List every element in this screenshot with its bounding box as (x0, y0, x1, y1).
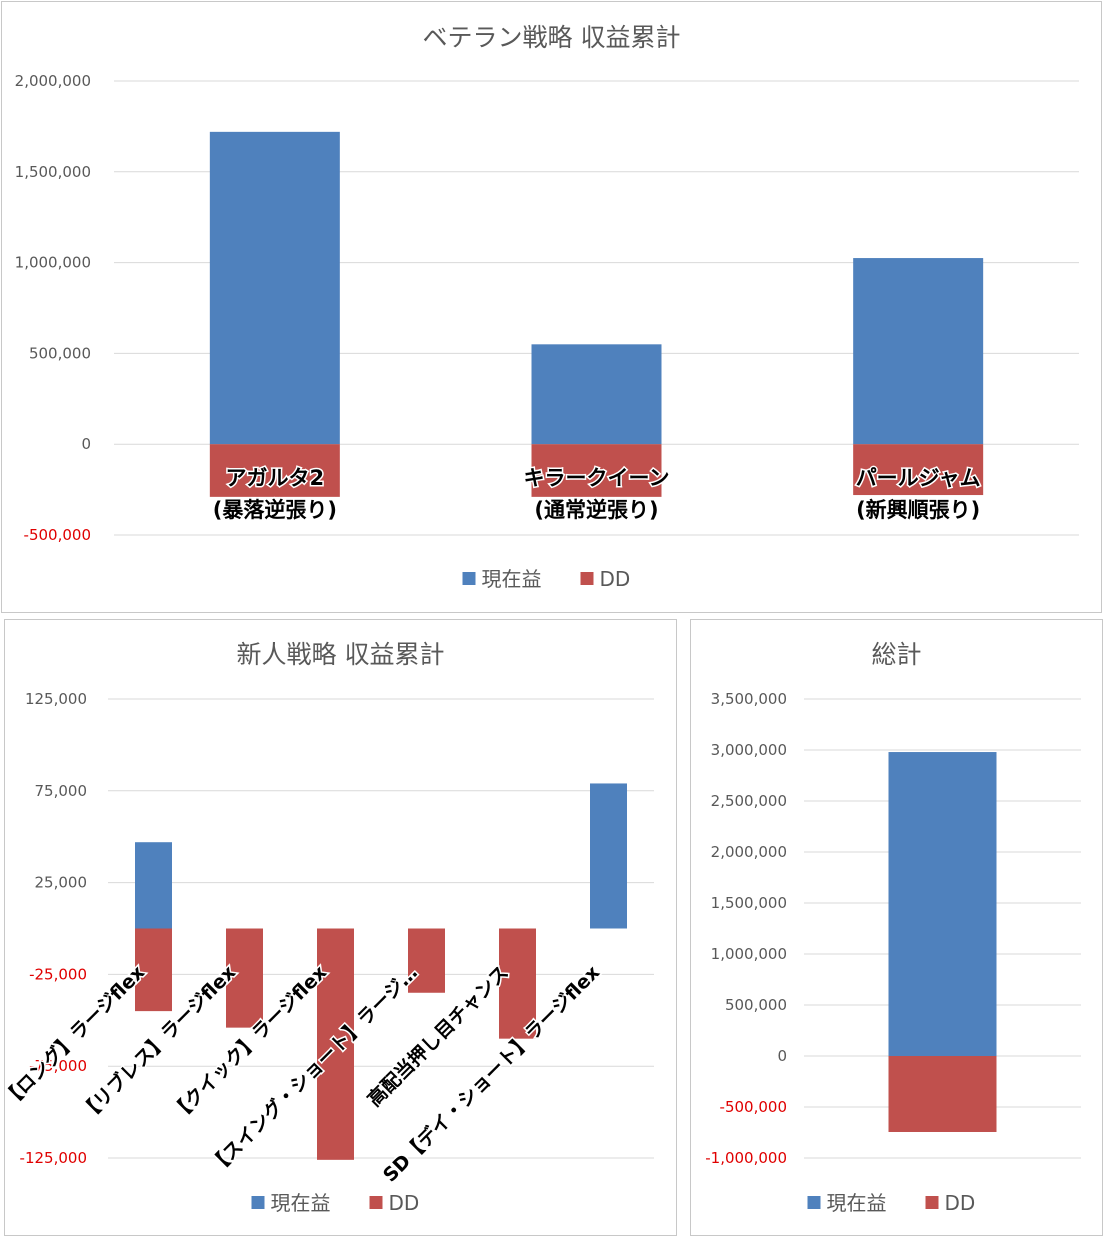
chart-title: 新人戦略 収益累計 (237, 640, 445, 669)
legend-label: DD (389, 1191, 420, 1215)
veteran-chart: ベテラン戦略 収益累計 -500,000 0 500,000 1,000,000 1,50… (15, 23, 1079, 591)
bar-profit (209, 131, 340, 445)
legend-label: DD (945, 1191, 976, 1215)
total-chart-panel: 総計 -1,000,000 -500,000 0 500,000 1,000,000 1,5… (690, 619, 1103, 1236)
chart-title: 総計 (871, 640, 921, 669)
y-tick-label: 3,000,000 (711, 741, 787, 759)
bar-dd (531, 444, 662, 497)
bar-profit (888, 752, 997, 1056)
bar-dd (499, 928, 536, 1039)
y-tick-label: 3,500,000 (711, 690, 787, 708)
category-label: アガルタ2 (226, 466, 325, 490)
bar-dd (317, 928, 354, 1160)
bar-dd (853, 444, 984, 496)
total-chart: 総計 -1,000,000 -500,000 0 500,000 1,000,000 1,5… (705, 640, 1081, 1215)
bar-dd (135, 928, 172, 1012)
y-tick-label: 2,000,000 (711, 843, 787, 861)
y-tick-label: 1,000,000 (711, 945, 787, 963)
bar-profit (590, 783, 627, 929)
y-tick-label: -125,000 (20, 1149, 87, 1167)
legend: 現在益 DD (462, 567, 631, 591)
rookie-chart: 新人戦略 収益累計 -125,000 -75,000 -25,000 25,000 75,… (5, 640, 654, 1215)
bar-dd (226, 928, 263, 1028)
legend-label: 現在益 (271, 1191, 331, 1215)
category-label: パールジャム (856, 466, 981, 490)
category-label: (新興順張り) (856, 498, 980, 522)
legend-label: 現在益 (482, 567, 542, 591)
y-tick-label: -25,000 (29, 965, 87, 983)
category-label: (通常逆張り) (534, 498, 658, 522)
y-tick-label: 1,500,000 (711, 894, 787, 912)
y-tick-label: 0 (81, 435, 91, 453)
y-tick-label: 500,000 (29, 344, 91, 362)
bar-profit (531, 344, 662, 445)
veteran-chart-panel: ベテラン戦略 収益累計 -500,000 0 500,000 1,000,000 1,50… (1, 1, 1102, 613)
legend-label: 現在益 (827, 1191, 887, 1215)
y-tick-label: 2,500,000 (711, 792, 787, 810)
bar-dd (408, 928, 445, 993)
y-tick-label: 125,000 (25, 690, 87, 708)
y-tick-label: -1,000,000 (705, 1149, 787, 1167)
y-tick-label: 25,000 (35, 874, 88, 892)
legend-swatch (807, 1196, 821, 1209)
y-tick-label: 0 (777, 1047, 787, 1065)
rookie-chart-panel: 新人戦略 収益累計 -125,000 -75,000 -25,000 25,000 75,… (4, 619, 677, 1236)
bar-profit (135, 842, 172, 929)
bar-profit (853, 258, 984, 445)
chart-title: ベテラン戦略 収益累計 (423, 23, 681, 52)
y-tick-label: 500,000 (725, 996, 787, 1014)
legend: 現在益 DD (251, 1191, 420, 1215)
category-label: キラークイーン (524, 466, 670, 490)
legend-swatch (462, 572, 476, 585)
legend-swatch (925, 1196, 939, 1209)
legend-label: DD (600, 567, 631, 591)
legend: 現在益 DD (807, 1191, 976, 1215)
y-tick-label: 2,000,000 (15, 72, 91, 90)
legend-swatch (580, 572, 594, 585)
legend-swatch (251, 1196, 265, 1209)
category-label: (暴落逆張り) (213, 498, 337, 522)
y-tick-label: 75,000 (35, 782, 88, 800)
y-tick-label: -75,000 (29, 1057, 87, 1075)
y-tick-label: 1,000,000 (15, 254, 91, 272)
bar-dd (209, 444, 340, 497)
y-tick-label: 1,500,000 (15, 163, 91, 181)
y-tick-label: -500,000 (24, 526, 91, 544)
legend-swatch (369, 1196, 383, 1209)
bar-dd (888, 1056, 997, 1132)
y-tick-label: -500,000 (720, 1098, 787, 1116)
